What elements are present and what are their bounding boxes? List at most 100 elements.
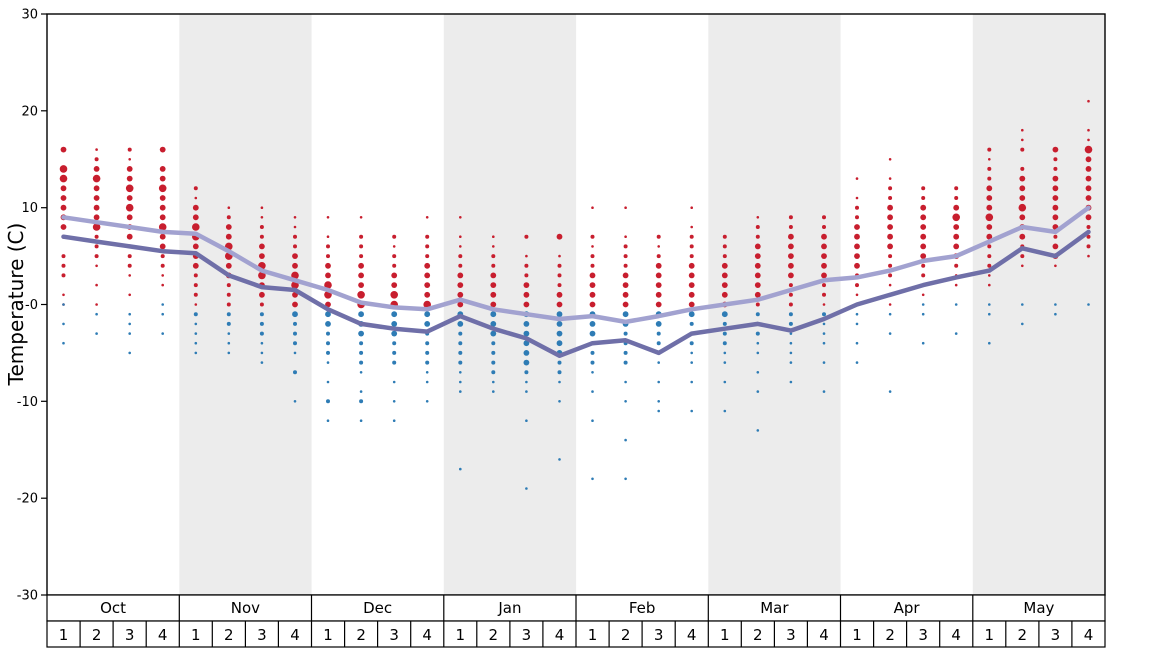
min-temp-dot <box>227 341 231 345</box>
max-temp-dot <box>126 233 133 240</box>
min-temp-dot <box>326 419 330 423</box>
y-axis: 30 20 10 -0 -10 -20 -30 <box>17 8 47 604</box>
max-temp-dot <box>358 262 364 269</box>
max-temp-dot <box>227 206 231 209</box>
min-temp-dot <box>523 330 530 337</box>
max-temp-dot <box>920 253 927 259</box>
max-temp-dot <box>292 262 298 269</box>
week-label: 4 <box>1084 626 1094 644</box>
week-label: 3 <box>786 626 796 644</box>
max-temp-dot <box>225 224 232 230</box>
max-temp-dot <box>888 177 892 180</box>
max-temp-dot <box>523 282 530 288</box>
max-temp-dot <box>392 263 397 268</box>
max-temp-dot <box>459 245 462 248</box>
max-temp-dot <box>424 282 431 288</box>
max-temp-dot <box>920 243 927 250</box>
min-temp-dot <box>722 321 727 326</box>
min-temp-dot <box>62 341 65 345</box>
max-temp-dot <box>953 233 960 240</box>
max-temp-dot <box>490 291 497 298</box>
max-temp-dot <box>1052 146 1059 153</box>
max-temp-dot <box>954 196 959 200</box>
min-temp-dot <box>491 350 496 355</box>
max-temp-dot <box>624 235 627 238</box>
min-temp-dot <box>755 312 760 317</box>
max-temp-dot <box>61 254 66 259</box>
max-temp-dot <box>788 215 793 220</box>
max-temp-dot <box>125 203 134 212</box>
week-label: 2 <box>356 626 366 644</box>
min-temp-dot <box>392 380 396 384</box>
min-temp-dot <box>491 341 496 346</box>
min-temp-dot <box>921 303 925 306</box>
min-temp-dot <box>358 311 364 318</box>
max-temp-dot <box>754 272 761 279</box>
min-temp-dot <box>459 390 462 393</box>
max-temp-dot <box>655 282 662 288</box>
max-temp-dot <box>1020 254 1025 259</box>
week-label: 4 <box>555 626 565 644</box>
max-temp-dot <box>656 254 661 259</box>
max-temp-dot <box>854 253 860 259</box>
max-temp-dot <box>689 244 694 249</box>
max-temp-dot <box>425 234 430 239</box>
min-temp-dot <box>425 371 429 374</box>
min-temp-dot <box>259 321 264 326</box>
max-temp-dot <box>359 234 364 239</box>
max-temp-dot <box>193 186 198 191</box>
min-temp-dot <box>557 360 562 365</box>
min-temp-dot <box>690 361 693 364</box>
min-temp-dot <box>888 312 892 316</box>
max-temp-dot <box>854 243 860 250</box>
min-temp-dot <box>95 312 98 316</box>
max-temp-dot <box>293 244 297 249</box>
max-temp-dot <box>159 243 166 250</box>
max-temp-dot <box>788 233 794 240</box>
min-temp-dot <box>789 341 793 345</box>
min-temp-dot <box>690 409 693 413</box>
max-temp-dot <box>986 224 993 230</box>
max-temp-dot <box>94 254 99 259</box>
max-temp-dot <box>193 292 198 297</box>
shaded-month-band <box>443 14 577 595</box>
max-temp-dot <box>391 282 398 288</box>
min-temp-dot <box>888 332 892 335</box>
max-temp-dot <box>424 262 431 269</box>
max-temp-dot <box>921 196 926 200</box>
max-temp-dot <box>259 253 265 259</box>
max-temp-dot <box>987 244 992 249</box>
max-temp-dot <box>457 282 464 288</box>
max-temp-dot <box>855 283 859 288</box>
min-temp-dot <box>988 303 991 306</box>
min-temp-dot <box>293 351 297 355</box>
y-tick-label: 20 <box>21 104 38 119</box>
max-temp-dot <box>95 283 98 287</box>
max-temp-dot <box>589 301 596 308</box>
max-temp-dot <box>888 158 892 161</box>
max-temp-dot <box>1053 157 1058 162</box>
month-label: Apr <box>894 599 921 617</box>
min-temp-dot <box>260 351 264 355</box>
max-temp-dot <box>622 301 629 308</box>
max-temp-dot <box>127 147 132 152</box>
min-temp-dot <box>556 311 563 318</box>
max-temp-dot <box>590 263 595 268</box>
max-temp-dot <box>358 272 364 279</box>
max-temp-dot <box>61 263 66 268</box>
max-temp-dot <box>159 233 166 240</box>
min-temp-dot <box>657 380 660 384</box>
max-temp-dot <box>821 262 827 269</box>
max-temp-dot <box>192 262 199 269</box>
max-temp-dot <box>491 254 496 259</box>
max-temp-dot <box>622 272 629 279</box>
max-temp-dot <box>589 291 596 298</box>
max-temp-dot <box>688 301 695 308</box>
min-temp-dot <box>392 360 397 365</box>
max-temp-dot <box>888 303 892 306</box>
max-temp-dot <box>690 225 693 229</box>
min-temp-dot <box>458 360 463 365</box>
max-temp-dot <box>755 302 760 307</box>
max-temp-dot <box>887 243 893 250</box>
max-temp-dot <box>259 225 264 229</box>
